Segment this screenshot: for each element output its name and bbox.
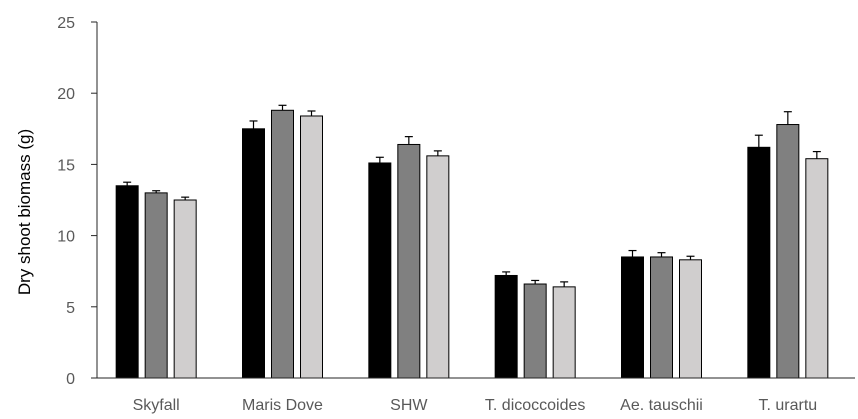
x-tick-label: SHW <box>390 397 428 414</box>
x-tick-label: T. urartu <box>758 397 817 414</box>
bar <box>747 146 771 379</box>
x-tick-label: Ae. tauschii <box>620 397 703 414</box>
y-axis-ticks: 0 5 10 15 20 25 <box>57 15 97 388</box>
bar <box>271 109 294 379</box>
x-tick-label: Maris Dove <box>242 397 323 414</box>
bar <box>494 274 518 379</box>
bar <box>300 115 323 379</box>
y-tick-label: 0 <box>66 371 75 388</box>
bar <box>650 256 673 379</box>
bar <box>368 162 392 379</box>
bar <box>621 256 644 379</box>
y-axis-title: Dry shoot biomass (g) <box>15 129 34 295</box>
x-tick-label: T. dicoccoides <box>485 397 586 414</box>
bar <box>805 158 829 379</box>
bar <box>776 124 800 379</box>
bar <box>552 286 576 379</box>
bar <box>397 143 421 379</box>
y-tick-label: 25 <box>57 15 75 32</box>
x-axis-labels: Skyfall Maris Dove SHW T. dicoccoides Ae. ta… <box>133 397 818 414</box>
y-tick-label: 10 <box>57 229 75 246</box>
bars-group <box>115 109 829 379</box>
y-tick-label: 5 <box>66 300 75 317</box>
error-bars-group <box>123 104 821 287</box>
bar <box>173 199 197 379</box>
bar <box>144 192 168 379</box>
bar <box>426 155 450 379</box>
y-tick-label: 15 <box>57 157 75 174</box>
y-tick-label: 20 <box>57 86 75 103</box>
bar <box>115 185 139 379</box>
x-tick-label: Skyfall <box>133 397 180 414</box>
bar <box>242 128 265 379</box>
bar <box>679 259 702 379</box>
bar <box>523 283 547 379</box>
